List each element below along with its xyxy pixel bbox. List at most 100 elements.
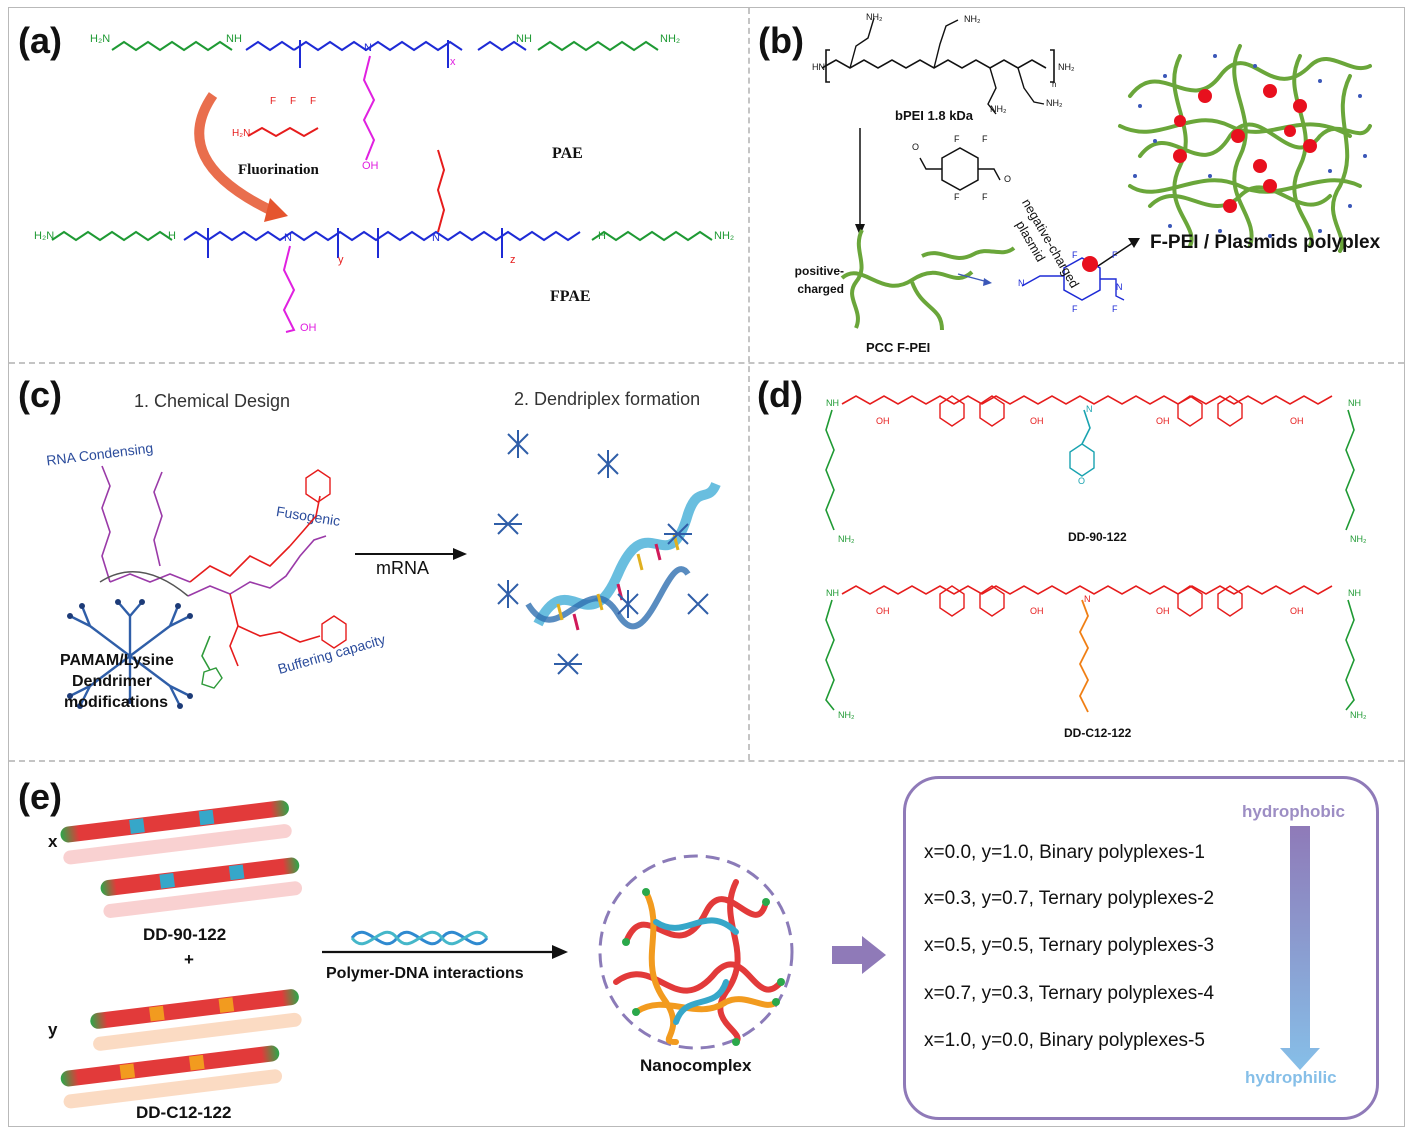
- reagent-h2n: H₂N: [232, 128, 251, 139]
- polyplex-network: [1118, 44, 1372, 253]
- mrna-label: mRNA: [376, 558, 429, 578]
- dd1-oh-4: OH: [1290, 416, 1304, 426]
- hydrophilic-label: hydrophilic: [1245, 1068, 1337, 1087]
- ring-o-right: O: [1004, 174, 1012, 184]
- polymer-2-label: DD-C12-122: [136, 1103, 232, 1122]
- dna-arrow: [322, 930, 568, 959]
- bpei-nh2-3: NH₂: [990, 104, 1007, 114]
- dd2-oh-1: OH: [876, 606, 890, 616]
- step-2-label: 2. Dendriplex formation: [514, 389, 701, 409]
- pae-oh: OH: [362, 160, 379, 172]
- fpae-n-2: N: [432, 232, 440, 244]
- ring-f-3: F: [954, 192, 960, 202]
- hydrophobic-label: hydrophobic: [1242, 802, 1345, 821]
- reagent-f-2: F: [290, 96, 297, 107]
- dd1-nh-left: NH: [826, 398, 839, 408]
- bpei-nh2-1: NH₂: [866, 12, 883, 22]
- interaction-label: Polymer-DNA interactions: [326, 965, 524, 982]
- fpae-h2n: H₂N: [34, 230, 55, 242]
- pae-label: PAE: [552, 145, 583, 162]
- polymer-1-label: DD-90-122: [143, 925, 227, 944]
- x-label: x: [48, 832, 58, 851]
- bpei-nh2-2: NH₂: [964, 14, 981, 24]
- polyplex-label: F-PEI / Plasmids polyplex: [1150, 232, 1381, 253]
- bpei-nh2-4: NH₂: [1046, 98, 1063, 108]
- dd1-nh2-right: NH₂: [1350, 534, 1367, 544]
- dd2-nh2-left: NH₂: [838, 710, 855, 720]
- figure-frame: [8, 7, 1405, 1127]
- pcc-f-1: F: [1112, 250, 1118, 260]
- polyplex-row-3: x=0.5, y=0.5, Ternary polyplexes-3: [924, 935, 1215, 956]
- dd-structures: [825, 395, 1355, 713]
- panel-d-label: (d): [757, 374, 803, 415]
- pae-h2n: H₂N: [90, 33, 111, 45]
- fpae-label: FPAE: [550, 288, 591, 305]
- gradient-arrow: [1280, 826, 1320, 1070]
- pae-x: x: [450, 56, 456, 68]
- dd1-n: N: [1086, 404, 1093, 414]
- imine-n-1: N: [1018, 278, 1025, 288]
- pae-nh-left: NH: [226, 33, 242, 45]
- polymer-rods: [60, 800, 303, 1109]
- dd2-oh-2: OH: [1030, 606, 1044, 616]
- pae-structure: [51, 40, 713, 333]
- ring-f-2: F: [982, 134, 988, 144]
- nanocomplex-illustration: [598, 854, 794, 1050]
- dd2-nh-left: NH: [826, 588, 839, 598]
- pae-n: N: [364, 42, 372, 54]
- dd2-oh-3: OH: [1156, 606, 1170, 616]
- pcc-f-4: F: [1112, 304, 1118, 314]
- dendrimer-structure: [67, 465, 347, 709]
- dd2-n: N: [1084, 594, 1091, 604]
- bpei-hn: HN: [812, 62, 825, 72]
- dendrimer-label-1: PAMAM/Lysine: [60, 652, 174, 669]
- compound-1-label: DD-90-122: [1068, 530, 1127, 544]
- pae-nh2: NH₂: [660, 33, 681, 45]
- fpae-h-right: H: [598, 230, 606, 242]
- dendrimer-label-3: modifications: [64, 694, 169, 711]
- ring-f-1: F: [954, 134, 960, 144]
- panel-a-label: (a): [18, 20, 62, 61]
- compound-2-label: DD-C12-122: [1064, 726, 1132, 740]
- panel-e-label: (e): [18, 776, 62, 817]
- fpae-y: y: [338, 254, 344, 266]
- polyplex-row-5: x=1.0, y=0.0, Binary polyplexes-5: [924, 1030, 1205, 1051]
- polyplex-row-2: x=0.3, y=0.7, Ternary polyplexes-2: [924, 888, 1215, 909]
- bpei-nh2-end: NH₂: [1058, 62, 1075, 72]
- dd2-nh-right: NH: [1348, 588, 1361, 598]
- divider-vertical: [748, 8, 750, 760]
- dd1-nh-right: NH: [1348, 398, 1361, 408]
- nanocomplex-label: Nanocomplex: [640, 1056, 752, 1075]
- dendriplex-illustration: [494, 430, 721, 675]
- block-arrow: [832, 936, 886, 974]
- positive-charged-2: charged: [797, 282, 844, 296]
- dd1-oh-3: OH: [1156, 416, 1170, 426]
- panel-c-label: (c): [18, 374, 62, 415]
- polyplex-row-1: x=0.0, y=1.0, Binary polyplexes-1: [924, 842, 1205, 863]
- dd2-oh-4: OH: [1290, 606, 1304, 616]
- fluorination-label: Fluorination: [238, 162, 319, 178]
- pcc-f-3: F: [1072, 304, 1078, 314]
- fpae-h-left: H: [168, 230, 176, 242]
- imine-n-2: N: [1116, 282, 1123, 292]
- pae-nh-right: NH: [516, 33, 532, 45]
- bpei-n-subscript: n: [1052, 80, 1057, 89]
- reagent-f-3: F: [310, 96, 317, 107]
- step-1-label: 1. Chemical Design: [134, 391, 291, 411]
- pcc-fpei-label: PCC F-PEI: [866, 340, 931, 355]
- mrna-arrow: [355, 548, 467, 560]
- fpae-nh2: NH₂: [714, 230, 735, 242]
- dendrimer-label-2: Dendrimer: [72, 673, 153, 690]
- ring-f-4: F: [982, 192, 988, 202]
- dd2-nh2-right: NH₂: [1350, 710, 1367, 720]
- polyplex-row-4: x=0.7, y=0.3, Ternary polyplexes-4: [924, 983, 1215, 1004]
- bpei-scheme: [821, 17, 1140, 331]
- panel-b-label: (b): [758, 20, 804, 61]
- dd1-nh2-left: NH₂: [838, 534, 855, 544]
- dd1-oh-1: OH: [876, 416, 890, 426]
- y-label: y: [48, 1020, 58, 1039]
- fpae-oh: OH: [300, 322, 317, 334]
- bpei-label: bPEI 1.8 kDa: [895, 108, 974, 123]
- dd1-morpholine-o: O: [1078, 476, 1086, 486]
- divider-horizontal-1: [9, 362, 1404, 364]
